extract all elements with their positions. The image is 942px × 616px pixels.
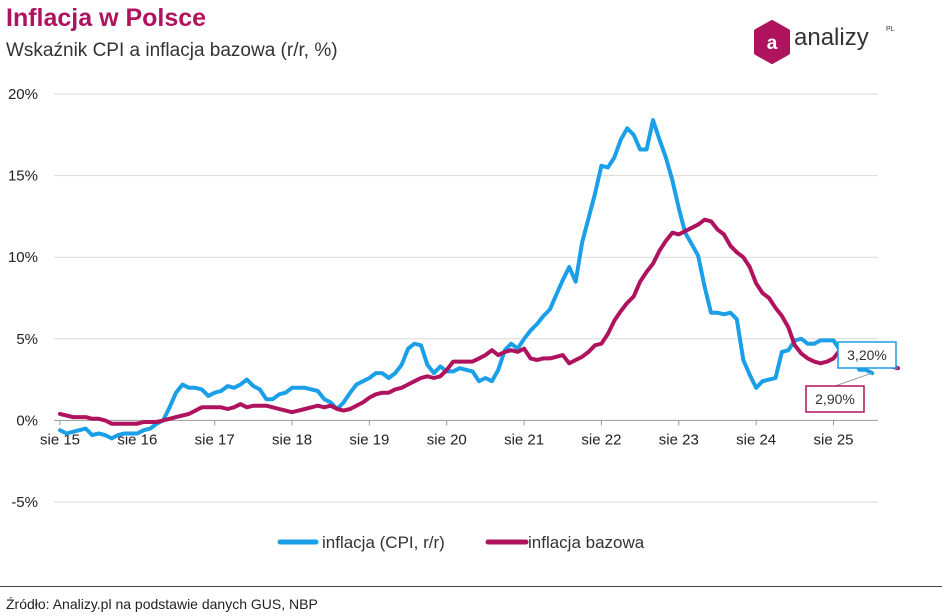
x-tick-label: sie 20 xyxy=(427,431,467,448)
callout-label: 3,20% xyxy=(847,347,887,363)
x-tick-label: sie 21 xyxy=(504,431,544,448)
logo-text: analizy xyxy=(794,24,869,51)
legend: inflacja (CPI, r/r) inflacja bazowa xyxy=(277,533,645,552)
y-tick-label: 15% xyxy=(8,168,38,185)
callout-box xyxy=(805,385,865,413)
x-tick-label: sie 22 xyxy=(581,431,621,448)
source-note: Źródło: Analizy.pl na podstawie danych G… xyxy=(6,596,318,612)
legend-label: inflacja (CPI, r/r) xyxy=(322,533,445,552)
x-tick-label: sie 23 xyxy=(659,431,699,448)
series-line-core xyxy=(58,217,900,426)
x-tick-label: sie 15 xyxy=(40,431,80,448)
chart-subtitle: Wskaźnik CPI a inflacja bazowa (r/r, %) xyxy=(6,40,338,61)
analizy-logo[interactable]: a analizy PL xyxy=(752,18,902,68)
footer-divider xyxy=(0,586,942,587)
logo-suffix: PL xyxy=(886,26,895,33)
y-tick-label: 20% xyxy=(8,86,38,103)
x-tick-label: sie 24 xyxy=(736,431,776,448)
y-tick-label: 5% xyxy=(16,331,38,348)
y-tick-label: -5% xyxy=(11,494,38,511)
series-line-cpi xyxy=(58,118,875,441)
logo-letter: a xyxy=(767,33,778,54)
x-tick-label: sie 16 xyxy=(117,431,157,448)
callout-label: 2,90% xyxy=(815,391,855,407)
x-tick-label: sie 17 xyxy=(195,431,235,448)
chart-title: Inflacja w Polsce xyxy=(6,4,207,32)
y-tick-label: 10% xyxy=(8,249,38,266)
callout-leader xyxy=(834,372,873,387)
x-tick-label: sie 25 xyxy=(813,431,853,448)
y-tick-label: 0% xyxy=(16,412,38,429)
x-tick-label: sie 18 xyxy=(272,431,312,448)
callouts: 3,20% 2,90% xyxy=(805,341,899,413)
series xyxy=(58,118,900,441)
logo-hexagon-icon: a xyxy=(754,20,790,64)
axes: -5% 0% 5% 10% 15% 20% sie 15 sie 16 sie 17 sie 18… xyxy=(8,86,878,511)
inflation-line-chart: -5% 0% 5% 10% 15% 20% sie 15 sie 16 sie 17 sie 18… xyxy=(8,86,900,552)
x-tick-label: sie 19 xyxy=(349,431,389,448)
legend-label: inflacja bazowa xyxy=(528,533,645,552)
callout-box xyxy=(837,341,897,369)
